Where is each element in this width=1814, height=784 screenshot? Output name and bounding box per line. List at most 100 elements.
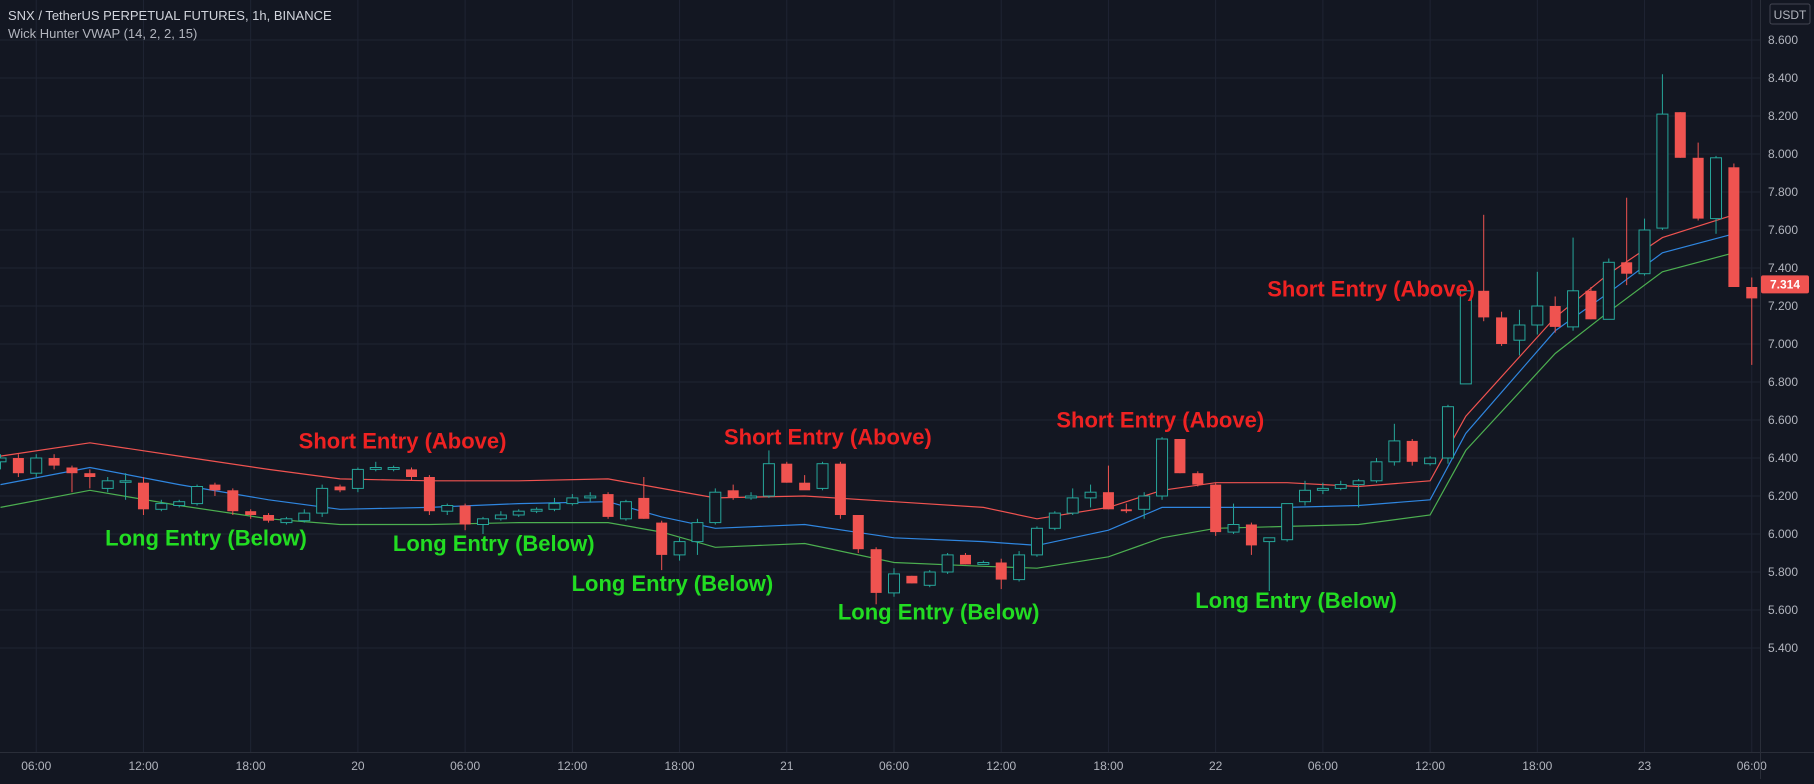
- candle[interactable]: [1120, 503, 1132, 514]
- candle[interactable]: [1746, 277, 1758, 365]
- candle[interactable]: [1621, 197, 1633, 286]
- candle[interactable]: [0, 454, 7, 470]
- candle[interactable]: [1066, 488, 1079, 515]
- candle[interactable]: [566, 494, 579, 506]
- last-price-label[interactable]: 7.314: [1770, 277, 1800, 291]
- candle[interactable]: [1496, 311, 1508, 346]
- candle[interactable]: [799, 475, 811, 491]
- currency-label[interactable]: USDT: [1774, 8, 1807, 22]
- candle[interactable]: [781, 461, 793, 483]
- candle[interactable]: [406, 467, 418, 481]
- candle[interactable]: [1174, 439, 1186, 474]
- candle[interactable]: [334, 484, 346, 493]
- candle[interactable]: [941, 553, 954, 574]
- candle[interactable]: [30, 454, 43, 477]
- candle[interactable]: [1102, 465, 1114, 510]
- candle[interactable]: [1585, 287, 1597, 320]
- candle[interactable]: [263, 513, 275, 523]
- candle[interactable]: [906, 575, 918, 584]
- candle[interactable]: [1138, 492, 1151, 519]
- candle[interactable]: [1227, 503, 1240, 534]
- candle[interactable]: [548, 497, 561, 512]
- candle[interactable]: [923, 570, 936, 588]
- candle[interactable]: [1567, 237, 1580, 331]
- candle[interactable]: [1156, 437, 1169, 500]
- candle[interactable]: [1370, 458, 1383, 483]
- candle[interactable]: [1674, 112, 1686, 158]
- candle[interactable]: [1459, 287, 1472, 385]
- candle[interactable]: [441, 503, 454, 515]
- candle[interactable]: [995, 558, 1007, 590]
- candle[interactable]: [1513, 309, 1526, 356]
- candle[interactable]: [48, 454, 60, 470]
- candle[interactable]: [1710, 155, 1723, 234]
- candle[interactable]: [280, 516, 293, 525]
- candle[interactable]: [1352, 478, 1365, 508]
- candle[interactable]: [1656, 74, 1669, 230]
- candle[interactable]: [656, 520, 668, 571]
- candle[interactable]: [530, 507, 543, 514]
- candle[interactable]: [1388, 423, 1401, 466]
- candle[interactable]: [959, 553, 971, 565]
- candle[interactable]: [476, 516, 489, 534]
- candle[interactable]: [173, 499, 186, 508]
- candle[interactable]: [1192, 471, 1204, 487]
- candle[interactable]: [745, 492, 758, 500]
- candle[interactable]: [1602, 258, 1615, 320]
- candle[interactable]: [1478, 214, 1490, 322]
- candle[interactable]: [119, 473, 132, 500]
- candle[interactable]: [66, 465, 78, 493]
- candle[interactable]: [1441, 404, 1454, 464]
- candle[interactable]: [227, 488, 239, 515]
- symbol-title[interactable]: SNX / TetherUS PERPETUAL FUTURES, 1h, BI…: [8, 8, 332, 23]
- candle[interactable]: [1263, 537, 1276, 591]
- candle[interactable]: [494, 511, 507, 521]
- candle[interactable]: [1210, 482, 1222, 536]
- candle[interactable]: [1334, 480, 1347, 491]
- candle[interactable]: [512, 509, 525, 517]
- candles[interactable]: [0, 74, 1758, 605]
- candle[interactable]: [423, 475, 435, 515]
- candle[interactable]: [369, 461, 382, 472]
- candle[interactable]: [209, 482, 221, 496]
- indicator-legend[interactable]: Wick Hunter VWAP (14, 2, 2, 15): [8, 26, 197, 41]
- candle[interactable]: [602, 492, 614, 519]
- candle[interactable]: [1281, 503, 1294, 542]
- candle[interactable]: [1692, 142, 1704, 221]
- candle[interactable]: [84, 469, 96, 489]
- candle[interactable]: [619, 499, 632, 521]
- candle[interactable]: [673, 537, 686, 561]
- candle[interactable]: [101, 477, 114, 493]
- last-price-marker[interactable]: [1761, 275, 1809, 294]
- candle[interactable]: [816, 461, 829, 491]
- candle[interactable]: [762, 450, 775, 498]
- currency-box[interactable]: [1769, 3, 1811, 25]
- candle[interactable]: [691, 518, 704, 555]
- candle[interactable]: [1316, 482, 1329, 495]
- candle[interactable]: [387, 465, 400, 472]
- candle[interactable]: [638, 477, 650, 519]
- candle[interactable]: [12, 454, 24, 477]
- candle[interactable]: [1406, 439, 1418, 466]
- candle[interactable]: [155, 499, 168, 512]
- candle[interactable]: [191, 484, 204, 506]
- candle[interactable]: [1424, 456, 1437, 466]
- candle[interactable]: [316, 484, 329, 517]
- candle[interactable]: [459, 503, 471, 531]
- candle[interactable]: [1531, 271, 1544, 335]
- candle[interactable]: [351, 467, 364, 493]
- candle[interactable]: [852, 515, 864, 553]
- candle[interactable]: [834, 461, 846, 519]
- candle[interactable]: [870, 547, 882, 605]
- candle[interactable]: [1245, 522, 1257, 555]
- candle[interactable]: [245, 509, 257, 519]
- candle[interactable]: [1048, 511, 1061, 531]
- candle[interactable]: [977, 560, 990, 565]
- candle[interactable]: [1030, 526, 1043, 557]
- candle[interactable]: [1728, 163, 1740, 288]
- candle[interactable]: [1084, 484, 1097, 508]
- candle[interactable]: [1638, 218, 1651, 276]
